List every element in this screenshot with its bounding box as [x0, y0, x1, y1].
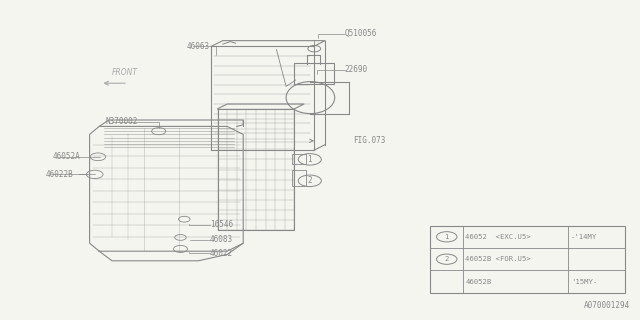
Text: '15MY-: '15MY-	[571, 279, 597, 284]
Text: 1: 1	[445, 234, 449, 240]
Text: N370002: N370002	[106, 117, 138, 126]
Text: Q510056: Q510056	[344, 29, 377, 38]
Text: FRONT: FRONT	[112, 68, 138, 77]
Text: 22690: 22690	[344, 65, 367, 74]
Text: 46022: 46022	[210, 249, 233, 258]
Text: 46022B: 46022B	[45, 170, 73, 179]
Text: -'14MY: -'14MY	[571, 234, 597, 240]
Bar	[430, 226, 625, 293]
Text: 46052B: 46052B	[465, 279, 492, 284]
Text: 2: 2	[307, 176, 312, 185]
Text: 46052  <EXC.U5>: 46052 <EXC.U5>	[465, 234, 531, 240]
Text: 46052A: 46052A	[52, 152, 80, 161]
Text: A070001294: A070001294	[584, 301, 630, 310]
Text: 46063: 46063	[187, 42, 210, 51]
Text: FIG.073: FIG.073	[353, 136, 386, 145]
Bar	[292, 170, 306, 186]
Text: 46083: 46083	[210, 236, 233, 244]
Text: 16546: 16546	[210, 220, 233, 229]
Text: 2: 2	[445, 256, 449, 262]
Text: 46052B <FOR.U5>: 46052B <FOR.U5>	[465, 256, 531, 262]
Text: 1: 1	[307, 155, 312, 164]
Bar	[292, 154, 306, 164]
